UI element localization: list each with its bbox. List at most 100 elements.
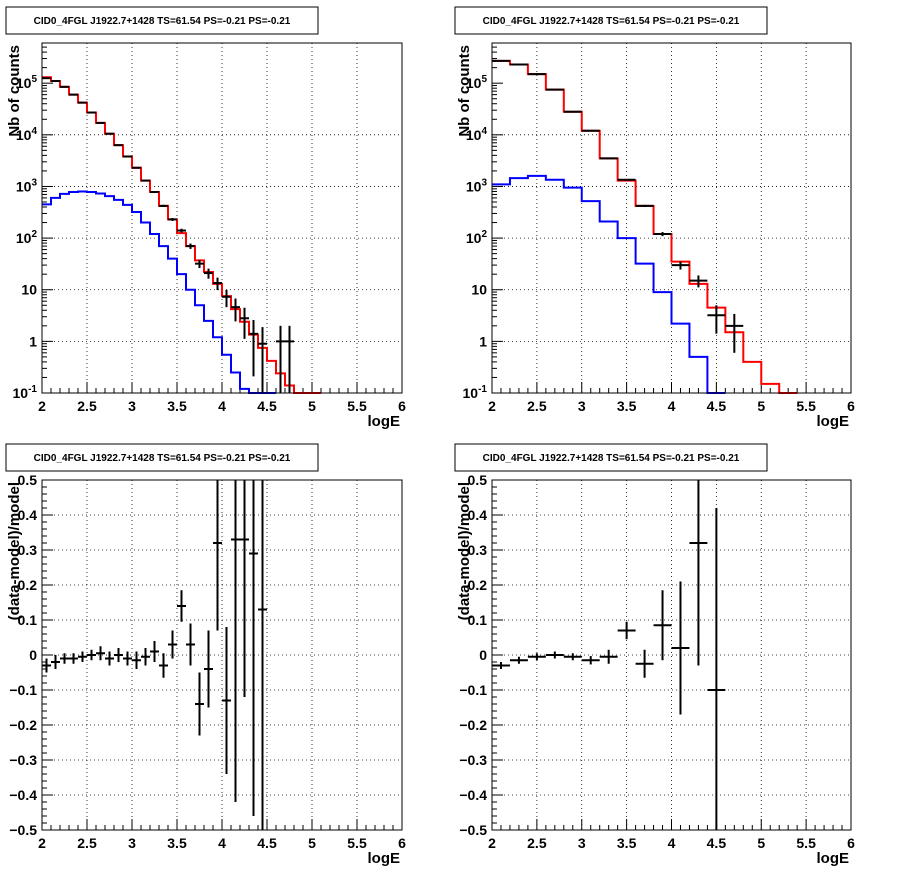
data-point (689, 275, 708, 288)
residual-point (150, 641, 159, 662)
series-2 (42, 190, 276, 394)
data-point (240, 307, 249, 339)
residual-point (581, 656, 600, 665)
residual-point (177, 590, 186, 622)
y-tick-base: 10 (16, 178, 32, 194)
y-tick-exponent: 2 (31, 229, 37, 240)
residual-point (617, 621, 636, 640)
x-tick-label: 5.5 (347, 835, 367, 851)
residual-point (204, 630, 213, 708)
residual-point (635, 649, 654, 678)
chart-title: CID0_4FGL J1922.7+1428 TS=61.54 PS=-0.21… (34, 16, 291, 27)
y-axis-label: Nb of counts (6, 45, 23, 137)
residual-point (51, 655, 60, 669)
y-tick-label: 0.5 (18, 472, 38, 488)
data-point (213, 277, 222, 291)
x-axis-label: logE (817, 413, 850, 430)
y-tick-label: 104 (16, 126, 38, 143)
x-tick-label: 2 (38, 398, 46, 414)
data-point (617, 178, 636, 181)
step-line (42, 76, 321, 394)
residual-point (671, 581, 690, 715)
y-tick-label: 103 (16, 177, 38, 194)
x-tick-label: 3.5 (617, 835, 637, 851)
chart-title: CID0_4FGL J1922.7+1428 TS=61.54 PS=-0.21… (483, 453, 740, 464)
x-axis-label: logE (817, 850, 850, 867)
residual-point (213, 480, 222, 631)
x-tick-label: 4 (218, 398, 226, 414)
x-tick-label: 3.5 (617, 398, 637, 414)
x-tick-label: 4.5 (707, 398, 727, 414)
y-tick-label: 102 (16, 229, 38, 246)
x-tick-label: 4.5 (707, 835, 727, 851)
residual-point (186, 623, 195, 666)
y-tick-exponent: 4 (481, 126, 487, 137)
residual-point (707, 508, 726, 830)
y-tick-label: −0.3 (9, 752, 37, 768)
y-axis-ticks (42, 42, 53, 394)
residual-point (222, 627, 231, 774)
data-point (123, 155, 132, 158)
y-tick-label: 105 (466, 74, 488, 91)
x-tick-label: 3.5 (167, 398, 187, 414)
data-point (249, 320, 258, 377)
x-tick-label: 2 (488, 835, 496, 851)
data-point (653, 232, 672, 237)
data-point (186, 243, 195, 249)
residual-point (78, 651, 87, 662)
residual-point (168, 630, 177, 659)
grid (42, 480, 402, 830)
x-tick-label: 5 (757, 835, 765, 851)
x-axis-ticks (41, 819, 403, 830)
x-tick-label: 2.5 (77, 398, 97, 414)
y-tick-label: 105 (16, 74, 38, 91)
residual-point (195, 672, 204, 736)
y-tick-base: 10 (13, 385, 29, 401)
y-tick-label: 10 (471, 282, 487, 298)
residual-point (653, 590, 672, 661)
data-point (276, 325, 285, 393)
y-tick-label: −0.1 (459, 682, 487, 698)
data-point (707, 305, 726, 334)
data-point (177, 228, 186, 233)
y-tick-exponent: -1 (28, 384, 37, 395)
residual-point (258, 480, 267, 830)
y-tick-label: 104 (466, 126, 488, 143)
residual-point (69, 653, 78, 664)
title-box (5, 6, 319, 35)
x-tick-label: 6 (847, 398, 855, 414)
residual-point (689, 480, 708, 666)
residual-point (563, 653, 582, 661)
y-axis-ticks (492, 479, 503, 831)
y-tick-exponent: 5 (31, 74, 37, 85)
x-tick-label: 6 (398, 835, 406, 851)
y-tick-base: 10 (16, 127, 32, 143)
residual-point (42, 658, 51, 673)
x-tick-label: 5 (757, 398, 765, 414)
y-tick-base: 10 (466, 75, 482, 91)
y-tick-label: 0.4 (468, 507, 488, 523)
x-tick-label: 5 (308, 398, 316, 414)
series-1 (42, 76, 321, 394)
chart-panel-2: CID0_4FGL J1922.7+1428 TS=61.54 PS=-0.21… (454, 6, 855, 430)
plot-frame (491, 479, 852, 831)
data-point (114, 144, 123, 147)
data-point (222, 289, 231, 308)
step-line (492, 174, 726, 394)
y-axis-label: (data-model)/model (6, 482, 23, 620)
data-point (258, 327, 267, 393)
y-tick-label: −0.4 (9, 787, 37, 803)
residual-point (249, 480, 258, 816)
y-tick-base: 10 (466, 178, 482, 194)
y-tick-exponent: 4 (31, 126, 37, 137)
residual-point (141, 648, 150, 666)
y-axis-label: Nb of counts (456, 45, 473, 137)
chart-title: CID0_4FGL J1922.7+1428 TS=61.54 PS=-0.21… (483, 16, 740, 27)
chart-panel-3: CID0_4FGL J1922.7+1428 TS=61.54 PS=-0.21… (5, 443, 406, 867)
residual-point (60, 653, 69, 664)
y-tick-label: 0.1 (468, 612, 488, 628)
series-3 (42, 77, 294, 393)
title-box (454, 443, 768, 472)
title-box (454, 6, 768, 35)
